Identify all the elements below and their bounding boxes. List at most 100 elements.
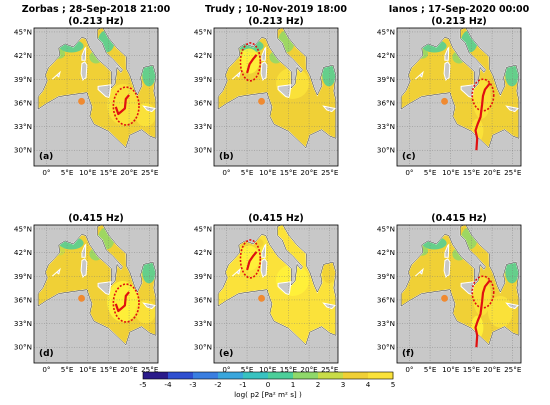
- cyclone-track: [474, 279, 491, 348]
- panel-frequency: (0.415 Hz): [68, 213, 124, 224]
- lat-tick-label: 45°N: [14, 224, 32, 233]
- lon-tick-label: 5°E: [424, 365, 437, 374]
- colorbar-frame: [142, 371, 394, 380]
- island: [97, 281, 112, 296]
- island: [80, 258, 88, 278]
- lat-tick-label: 36°N: [377, 295, 395, 304]
- island: [505, 105, 520, 113]
- colorbar-tick-label: 1: [291, 380, 296, 389]
- cyclone-track: [114, 94, 130, 116]
- lon-tick-label: 15°E: [280, 168, 298, 177]
- lon-tick-label: 0°: [222, 168, 230, 177]
- panel-label: (e): [219, 349, 233, 359]
- lon-tick-label: 10°E: [79, 365, 97, 374]
- colorbar-swatch: [368, 372, 394, 379]
- lon-tick-label: 0°: [42, 168, 50, 177]
- lat-tick-label: 42°N: [377, 248, 395, 257]
- island: [97, 84, 112, 99]
- island: [444, 243, 450, 258]
- lat-tick-label: 30°N: [377, 146, 395, 155]
- high-value-patch: [238, 48, 260, 74]
- lon-tick-label: 15°E: [463, 365, 481, 374]
- map-area: [214, 28, 338, 166]
- lon-tick-label: 0°: [405, 168, 413, 177]
- map-panel-f: (0.415 Hz) (f) 0° 5°E 10°E 15°E 20°E 25°E 45°N 42…: [377, 213, 522, 374]
- panel-title: Zorbas ; 28-Sep-2018 21:00: [22, 4, 171, 15]
- lat-tick-label: 36°N: [14, 295, 32, 304]
- lon-tick-label: 25°E: [504, 365, 522, 374]
- lon-tick-label: 0°: [222, 365, 230, 374]
- island: [322, 302, 337, 310]
- island: [260, 61, 268, 81]
- lon-tick-label: 5°E: [61, 365, 74, 374]
- low-value-patch: [322, 261, 336, 284]
- lat-tick-label: 45°N: [194, 27, 212, 36]
- panel-label: (d): [39, 349, 54, 359]
- lon-tick-label: 15°E: [100, 168, 118, 177]
- panel-title: Ianos ; 17-Sep-2020 00:00: [389, 4, 530, 15]
- island: [81, 243, 87, 258]
- lon-tick-label: 15°E: [100, 365, 118, 374]
- map-panel-e: (0.415 Hz) (e) 0° 5°E 10°E 15°E 20°E 25°E 45°N 42…: [194, 213, 339, 374]
- lon-tick-label: 20°E: [300, 365, 318, 374]
- lon-tick-label: 20°E: [120, 365, 138, 374]
- map-area: [397, 28, 521, 166]
- island: [261, 243, 267, 258]
- lon-tick-label: 5°E: [241, 365, 254, 374]
- lat-tick-label: 30°N: [194, 146, 212, 155]
- colorbar: -5 -4 -3 -2 -1 0 1 2 3 4 5 log( p2 [Pa² m² s] ): [139, 371, 395, 399]
- lon-tick-label: 20°E: [120, 168, 138, 177]
- cyclone-area-circle: [239, 239, 262, 279]
- cyclone-area-circle: [112, 283, 140, 323]
- colorbar-tick-label: 2: [316, 380, 321, 389]
- lat-tick-label: 36°N: [194, 98, 212, 107]
- cyclone-track: [474, 82, 491, 151]
- panel-frequency: (0.213 Hz): [68, 16, 124, 27]
- lat-tick-label: 45°N: [377, 224, 395, 233]
- colorbar-tick-label: -1: [239, 380, 246, 389]
- island: [142, 105, 157, 113]
- lat-tick-label: 36°N: [14, 98, 32, 107]
- lat-tick-label: 36°N: [377, 98, 395, 107]
- lat-tick-label: 33°N: [377, 319, 395, 328]
- lon-tick-label: 20°E: [483, 365, 501, 374]
- panel-label: (f): [402, 349, 414, 359]
- panel-frequency: (0.213 Hz): [431, 16, 487, 27]
- map-frame: [396, 27, 522, 167]
- lat-tick-label: 42°N: [377, 51, 395, 60]
- station-marker: [78, 294, 85, 302]
- island: [142, 302, 157, 310]
- cyclone-area-circle: [471, 275, 495, 309]
- lon-tick-label: 15°E: [463, 168, 481, 177]
- lat-tick-label: 33°N: [14, 122, 32, 131]
- island: [51, 267, 61, 277]
- low-value-patch: [505, 261, 519, 284]
- colorbar-swatch: [293, 372, 319, 379]
- colorbar-label: log( p2 [Pa² m² s] ): [234, 390, 302, 399]
- cyclone-area-circle: [112, 86, 140, 126]
- lat-tick-label: 39°N: [14, 75, 32, 84]
- lat-tick-label: 33°N: [194, 319, 212, 328]
- panel-frequency: (0.415 Hz): [248, 213, 304, 224]
- island: [443, 258, 451, 278]
- low-value-patch: [505, 64, 519, 87]
- colorbar-swatch: [243, 372, 269, 379]
- panel-title: Trudy ; 10-Nov-2019 18:00: [205, 4, 347, 15]
- panel-frequency: (0.213 Hz): [248, 16, 304, 27]
- coastline-outline: [217, 225, 337, 346]
- lat-tick-label: 39°N: [14, 272, 32, 281]
- island: [277, 84, 292, 99]
- colorbar-tick-label: 4: [366, 380, 371, 389]
- lon-tick-label: 10°E: [259, 168, 277, 177]
- lat-tick-label: 45°N: [377, 27, 395, 36]
- island: [81, 46, 87, 61]
- lon-tick-label: 25°E: [321, 168, 339, 177]
- cyclone-track: [246, 54, 258, 74]
- panel-label: (a): [39, 152, 53, 162]
- lon-tick-label: 25°E: [141, 365, 159, 374]
- island: [505, 302, 520, 310]
- lat-tick-label: 45°N: [14, 27, 32, 36]
- lon-tick-label: 20°E: [300, 168, 318, 177]
- colorbar-swatch: [168, 372, 194, 379]
- low-value-patch: [142, 64, 156, 87]
